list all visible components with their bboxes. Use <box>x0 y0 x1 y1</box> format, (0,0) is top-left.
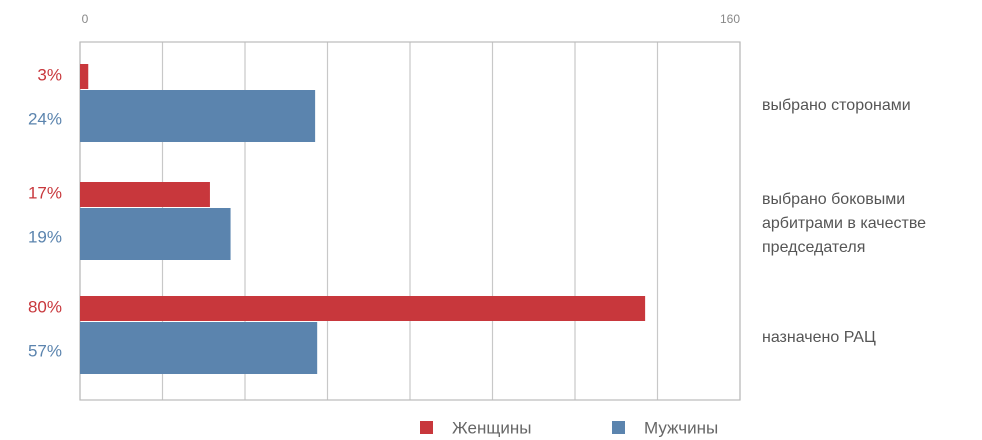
bar-label: 80% <box>28 297 62 316</box>
category-label: назначено РАЦ <box>762 329 876 346</box>
category-label: выбрано сторонами <box>762 97 911 114</box>
bar <box>80 296 646 321</box>
legend-swatch <box>420 421 433 434</box>
bar-label: 19% <box>28 227 62 246</box>
bar <box>80 182 210 207</box>
bar-label: 24% <box>28 109 62 128</box>
bar <box>80 64 89 89</box>
bar <box>80 90 316 142</box>
bar <box>80 208 231 260</box>
bar-label: 17% <box>28 183 62 202</box>
legend-label: Женщины <box>452 418 531 437</box>
legend-label: Мужчины <box>644 418 718 437</box>
bar <box>80 322 318 374</box>
legend-swatch <box>612 421 625 434</box>
bar-label: 57% <box>28 341 62 360</box>
x-tick-label: 160 <box>720 12 740 26</box>
category-label: выбрано боковыми арбитрами в качестве пр… <box>762 191 927 256</box>
bar-label: 3% <box>37 65 62 84</box>
x-tick-label: 0 <box>82 12 89 26</box>
